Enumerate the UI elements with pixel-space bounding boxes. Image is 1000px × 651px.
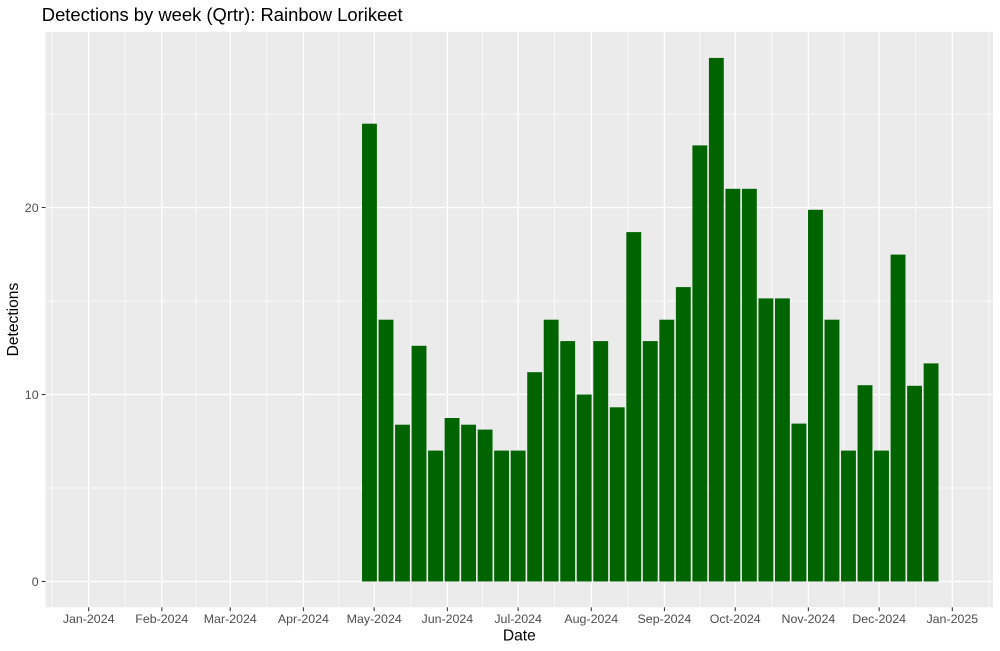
svg-text:20: 20 [25,201,39,215]
svg-text:10: 10 [25,388,39,402]
svg-text:May-2024: May-2024 [347,612,402,626]
svg-text:Oct-2024: Oct-2024 [710,612,761,626]
svg-text:Aug-2024: Aug-2024 [564,612,618,626]
svg-text:Sep-2024: Sep-2024 [638,612,692,626]
svg-text:Jul-2024: Jul-2024 [494,612,542,626]
svg-text:Dec-2024: Dec-2024 [852,612,906,626]
svg-text:Jan-2024: Jan-2024 [63,612,115,626]
svg-text:Mar-2024: Mar-2024 [204,612,257,626]
svg-text:Jun-2024: Jun-2024 [422,612,474,626]
svg-text:Detections by week (Qrtr): Rai: Detections by week (Qrtr): Rainbow Lorik… [42,4,403,25]
svg-text:Feb-2024: Feb-2024 [135,612,188,626]
svg-text:Detections: Detections [5,283,22,357]
svg-text:Nov-2024: Nov-2024 [782,612,836,626]
svg-text:0: 0 [32,575,39,589]
svg-text:Date: Date [503,627,536,644]
svg-text:Apr-2024: Apr-2024 [278,612,329,626]
svg-text:Jan-2025: Jan-2025 [926,612,978,626]
